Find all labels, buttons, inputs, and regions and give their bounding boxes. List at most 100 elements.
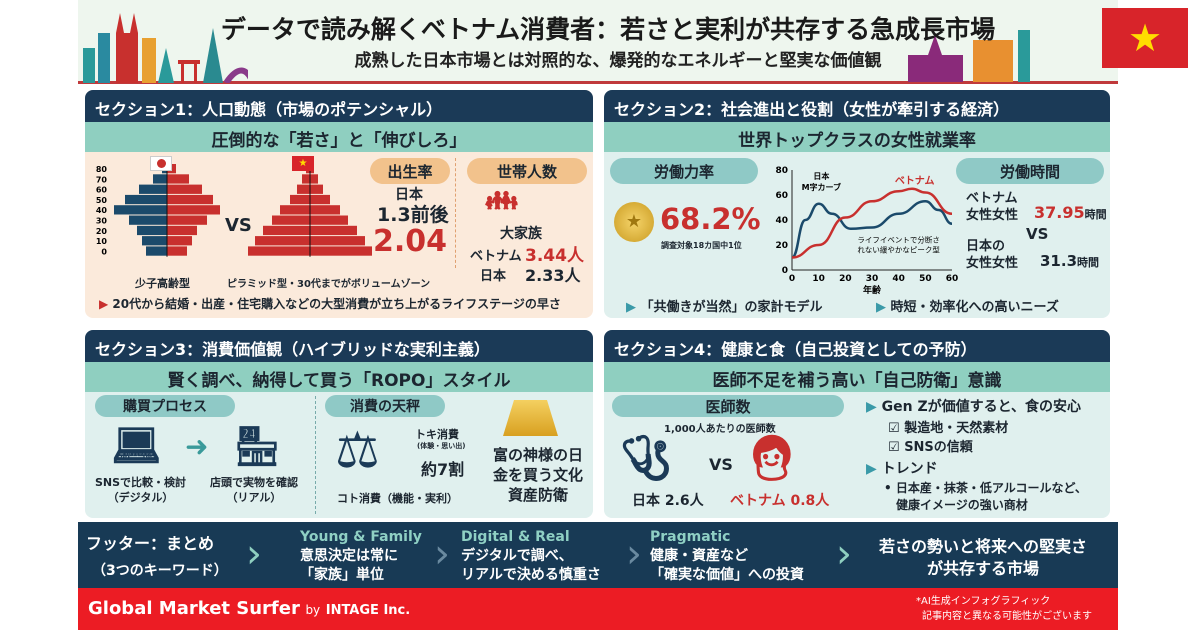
check-text: SNSの信頼 — [904, 440, 973, 455]
section-2-title: セクション2：社会進出と役割（女性が牽引する経済） — [604, 90, 1110, 122]
toki-share: 約7割 — [421, 460, 465, 479]
label-line: 女性女性 — [966, 256, 1019, 271]
toki-label: トキ消費 — [415, 428, 459, 441]
gold-culture-text: 富の神様の日 金を買う文化 資産防衛 — [493, 445, 583, 505]
line: *AI生成インフォグラフィック — [916, 596, 1051, 607]
checkbox-icon: ☑ — [888, 440, 905, 455]
birth-rate-vietnam-value: 2.04 — [373, 224, 448, 259]
brand-company: INTAGE Inc. — [325, 603, 411, 618]
vietnam-flag-icon: ★ — [292, 156, 314, 171]
household-vietnam-label: ベトナム — [470, 249, 522, 264]
japan-pyramid-bar-right — [167, 225, 197, 236]
vietnam-series-label: ベトナム — [895, 175, 935, 187]
check-text: 製造地・天然素材 — [904, 421, 1009, 436]
hours-japan-value: 31.3 — [1040, 252, 1078, 270]
japan-series-label: M字カーブ — [802, 182, 841, 192]
hours-vietnam: 37.95時間 — [1034, 203, 1107, 222]
keyword-en: Young & Family — [300, 529, 422, 545]
step-sub: （デジタル） — [107, 491, 174, 504]
age-tick-label: 50 — [96, 196, 108, 205]
step-sub: （リアル） — [226, 491, 282, 504]
family-icon: 👪︎ — [485, 186, 518, 216]
real-step: 店頭で実物を確認 （リアル） — [210, 475, 298, 505]
laptop-phone-icon: 💻︎ — [111, 423, 162, 469]
section-2: セクション2：社会進出と役割（女性が牽引する経済） 世界トップクラスの女性就業率… — [604, 90, 1110, 318]
section-4-title: セクション4：健康と食（自己投資としての予防） — [604, 330, 1110, 362]
scale-icon: ⚖ — [335, 421, 380, 479]
section-1-subtitle: 圧倒的な「若さ」と「伸びしろ」 — [85, 122, 593, 152]
japan-pyramid-bar-right — [167, 194, 213, 205]
storefront-icon: 🏪︎ — [233, 424, 282, 468]
footer-summary: フッター：まとめ （3つのキーワード） › Young & Family 意思決定… — [78, 522, 1118, 588]
line: 健康イメージの強い商材 — [896, 498, 1028, 512]
hours-japan: 31.3時間 — [1040, 251, 1099, 270]
section-2-note-1: ▶ 「共働きが当然」の家計モデル — [626, 300, 823, 315]
trend-item: • 日本産・抹茶・低アルコールなど、 健康イメージの強い商材 — [884, 481, 1087, 512]
footer-title: フッター：まとめ — [86, 534, 215, 553]
doctors-japan-value: 日本 2.6人 — [632, 493, 704, 509]
chevron-right-icon: › — [246, 531, 262, 577]
japan-pyramid-caption: 少子高齢型 — [135, 277, 190, 290]
section-3-title: セクション3：消費価値観（ハイブリッドな実利主義） — [85, 330, 593, 362]
y-tick-label: 40 — [775, 216, 788, 226]
trend-text: トレンド — [881, 461, 938, 477]
hours-vietnam-label: ベトナム 女性女性 — [966, 190, 1018, 224]
keyword-line: 健康・資産など — [650, 548, 748, 564]
birth-rate-japan-label: 日本 — [395, 187, 423, 203]
japan-pyramid-bar-left — [129, 215, 167, 225]
birth-rate-label: 出生率 — [370, 158, 450, 184]
consumption-balance-label: 消費の天秤 — [325, 395, 445, 417]
note-text: 時短・効率化への高いニーズ — [890, 300, 1059, 315]
japan-series-line — [791, 199, 953, 259]
digital-step: SNSで比較・検討 （デジタル） — [95, 475, 186, 505]
doctors-note: 1,000人あたりの医師数 — [664, 424, 776, 435]
birth-rate-japan-value: 1.3前後 — [377, 204, 449, 226]
japan-pyramid-bar-left — [153, 174, 167, 184]
age-tick-label: 20 — [96, 227, 108, 236]
y-tick-label: 20 — [775, 241, 788, 251]
section-4: セクション4：健康と食（自己投資としての予防） 医師不足を補う高い「自己防衛」意… — [604, 330, 1110, 518]
japan-pyramid-bar-right — [167, 215, 207, 225]
section-4-subtitle: 医師不足を補う高い「自己防衛」意識 — [604, 362, 1110, 392]
purchase-process-label: 購買プロセス — [95, 395, 235, 417]
city-skyline-left-icon — [83, 13, 248, 83]
japan-pyramid-bar-left — [146, 246, 167, 256]
check-item: ☑ SNSの信頼 — [888, 436, 973, 455]
keyword-3: Pragmatic 健康・資産など 「確実な価値」への投資 — [650, 528, 804, 585]
japan-pyramid-bar-right — [167, 184, 202, 194]
toki-sub: (体験・思い出) — [417, 442, 466, 450]
unit: 時間 — [1084, 208, 1107, 221]
age-tick-label: 40 — [96, 206, 108, 215]
line: 日本産・抹茶・低アルコールなど、 — [895, 481, 1087, 495]
note-text: 「共働きが当然」の家計モデル — [640, 300, 823, 315]
y-tick-label: 80 — [775, 166, 788, 176]
vs-label: VS — [709, 455, 733, 474]
japan-pyramid-bar-left — [137, 225, 167, 236]
household-vietnam-value: 3.44人 — [525, 246, 584, 266]
japan-pyramid-bar-left — [114, 205, 167, 215]
genz-heading: ▶ Gen Zが価値すると、食の安心 — [866, 399, 1082, 415]
japan-flag-icon — [150, 156, 172, 171]
checkbox-icon: ☑ — [888, 421, 905, 436]
japan-pyramid-bar-left — [139, 184, 167, 194]
chart-annotation: れない緩やかなピーク型 — [857, 245, 940, 255]
vietnam-pyramid-caption: ピラミッド型・30代までがボリュームゾーン — [227, 279, 431, 290]
doctors-label: 医師数 — [612, 395, 844, 417]
section-3: セクション3：消費価値観（ハイブリッドな実利主義） 賢く調べ、納得して買う「RO… — [85, 330, 593, 518]
divider — [455, 158, 456, 268]
arrow-right-icon: ➜ — [185, 430, 209, 463]
labor-rate-note: 調査対象18カ国中1位 — [661, 241, 742, 250]
line: 金を買う文化 — [493, 466, 584, 484]
age-tick-label: 80 — [96, 165, 108, 174]
age-tick-label: 0 — [101, 247, 107, 256]
x-tick-label: 10 — [812, 274, 825, 284]
step-label: 店頭で実物を確認 — [210, 476, 298, 489]
keyword-line: 「確実な価値」への投資 — [650, 567, 804, 583]
hours-japan-label: 日本の 女性女性 — [966, 238, 1018, 272]
x-tick-label: 50 — [919, 274, 932, 284]
japan-pyramid-bar-right — [167, 174, 189, 184]
page-title: データで読み解くベトナム消費者：若さと実利が共存する急成長市場 — [220, 15, 996, 44]
x-tick-label: 60 — [946, 274, 959, 284]
label-line: 女性女性 — [966, 208, 1019, 223]
